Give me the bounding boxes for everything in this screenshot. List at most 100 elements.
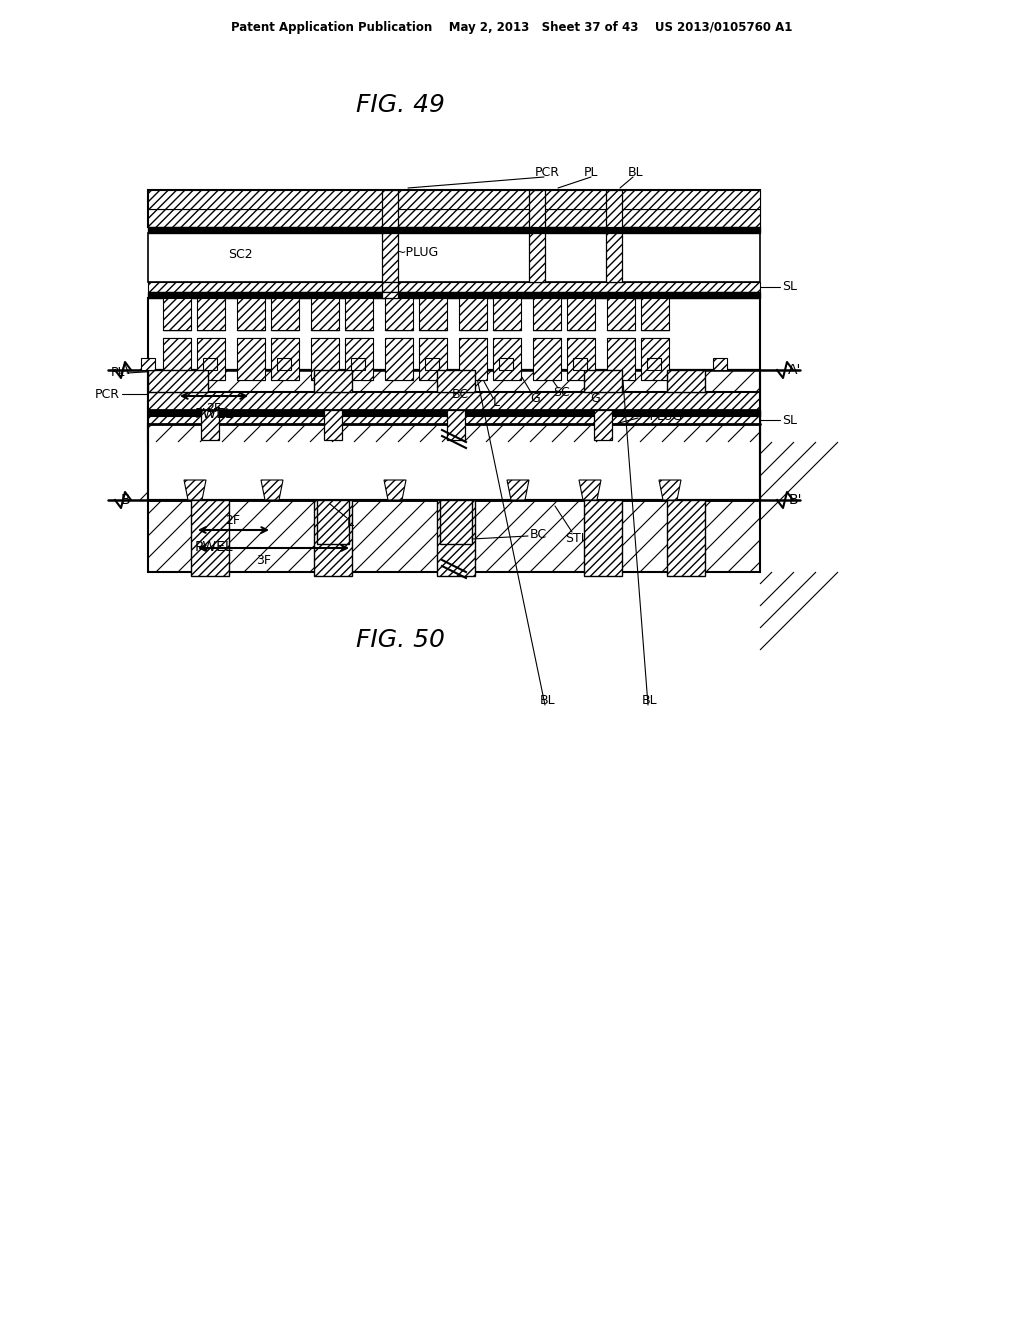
Text: SC: SC [554, 385, 570, 399]
Bar [385, 338, 413, 380]
Bar [148, 292, 760, 298]
Bar [324, 411, 342, 440]
Bar [191, 500, 229, 576]
Bar [584, 370, 622, 392]
Bar [584, 500, 622, 576]
Text: Patent Application Publication    May 2, 2013   Sheet 37 of 43    US 2013/010576: Patent Application Publication May 2, 20… [231, 21, 793, 34]
Bar [493, 338, 521, 380]
Text: L: L [346, 516, 353, 528]
Bar [641, 298, 669, 330]
Bar [148, 234, 760, 282]
Bar [197, 298, 225, 330]
Bar [499, 358, 513, 370]
Text: SL: SL [782, 413, 797, 426]
Bar [203, 358, 217, 370]
Text: FIG. 50: FIG. 50 [355, 628, 444, 652]
Bar [148, 282, 760, 292]
Bar [197, 338, 225, 380]
Text: BL: BL [642, 693, 657, 706]
Bar [148, 298, 760, 370]
Bar [385, 298, 413, 330]
Bar [713, 358, 727, 370]
Text: 3F: 3F [256, 553, 271, 566]
Bar [148, 500, 760, 572]
Bar [447, 411, 465, 440]
Bar [163, 338, 191, 380]
Text: G: G [530, 392, 540, 404]
Text: A': A' [788, 363, 802, 378]
Bar [317, 500, 349, 544]
Bar [311, 298, 339, 330]
Bar [382, 292, 398, 298]
Bar [345, 338, 373, 380]
Bar [437, 370, 475, 392]
Bar [607, 338, 635, 380]
Text: BC: BC [530, 528, 547, 540]
Bar [382, 190, 398, 227]
Polygon shape [507, 480, 529, 500]
Bar [148, 370, 760, 442]
Bar [148, 370, 208, 392]
Bar [667, 500, 705, 576]
Bar [529, 190, 545, 227]
Bar [271, 338, 299, 380]
Bar [148, 424, 760, 500]
Bar [425, 358, 439, 370]
Text: PCR: PCR [535, 165, 559, 178]
Text: A: A [120, 363, 130, 378]
Bar [606, 190, 622, 227]
Text: ~PLUG: ~PLUG [396, 247, 439, 260]
Bar [459, 298, 487, 330]
Bar [437, 500, 475, 576]
Bar [351, 358, 365, 370]
Bar [641, 338, 669, 380]
Bar [382, 234, 398, 282]
Text: SL: SL [782, 281, 797, 293]
Text: 2F: 2F [207, 401, 221, 414]
Bar [148, 209, 760, 227]
Text: BC: BC [452, 388, 469, 400]
Bar [148, 190, 760, 227]
Polygon shape [184, 480, 206, 500]
Bar [314, 500, 352, 576]
Bar [534, 298, 561, 330]
Text: BL: BL [628, 165, 644, 178]
Text: BL: BL [541, 693, 556, 706]
Bar [163, 298, 191, 330]
Bar [201, 411, 219, 440]
Text: B: B [120, 492, 130, 507]
Text: SC2: SC2 [227, 248, 252, 261]
Bar [271, 298, 299, 330]
Bar [314, 370, 352, 392]
Bar [419, 338, 447, 380]
Bar [419, 298, 447, 330]
Bar [148, 411, 760, 416]
Bar [311, 338, 339, 380]
Bar [440, 500, 472, 544]
Bar [278, 358, 291, 370]
Bar [667, 370, 705, 392]
Bar [345, 298, 373, 330]
Bar [148, 190, 760, 209]
Text: PL: PL [111, 367, 125, 380]
Text: G: G [590, 392, 600, 404]
Text: L: L [493, 396, 500, 408]
Bar [382, 282, 398, 292]
Bar [148, 392, 760, 411]
Text: STI: STI [565, 532, 585, 544]
Text: PL: PL [584, 165, 598, 178]
Text: PWEL: PWEL [195, 407, 233, 421]
Bar [148, 416, 760, 424]
Bar [607, 298, 635, 330]
Bar [647, 358, 662, 370]
Bar [567, 338, 595, 380]
Bar [529, 234, 545, 282]
Text: 2F: 2F [225, 513, 241, 527]
Bar [141, 358, 155, 370]
Bar [459, 338, 487, 380]
Bar [567, 298, 595, 330]
Bar [573, 358, 587, 370]
Text: B': B' [788, 492, 802, 507]
Bar [237, 298, 265, 330]
Text: ~PLUG: ~PLUG [640, 409, 683, 422]
